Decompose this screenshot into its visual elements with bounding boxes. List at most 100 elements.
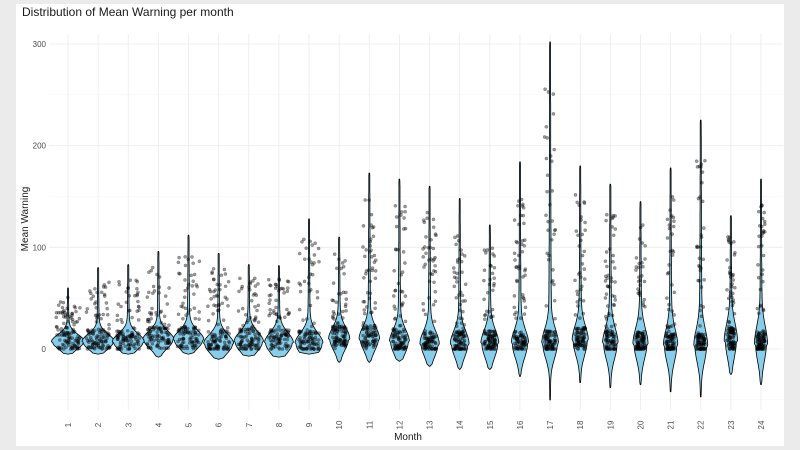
data-point <box>124 290 129 294</box>
data-point <box>310 272 315 277</box>
data-point <box>119 304 123 309</box>
data-point <box>423 312 428 317</box>
data-point <box>78 306 82 310</box>
data-point <box>607 347 612 351</box>
data-point <box>283 315 287 319</box>
x-tick-label: 4 <box>154 422 163 427</box>
data-point <box>694 159 699 163</box>
x-tick-label: 6 <box>215 422 224 427</box>
data-point <box>583 332 587 337</box>
data-point <box>272 330 276 334</box>
data-point <box>277 325 281 329</box>
data-point <box>332 252 337 256</box>
data-point <box>399 341 404 345</box>
data-point <box>91 329 95 334</box>
data-point <box>432 319 437 324</box>
data-point <box>274 336 279 340</box>
data-point <box>223 272 228 276</box>
data-point <box>239 340 244 345</box>
data-point <box>575 330 579 334</box>
data-point <box>277 346 281 350</box>
data-point <box>102 329 107 334</box>
data-point <box>269 347 273 351</box>
data-point <box>425 210 430 215</box>
data-point <box>206 345 211 349</box>
data-point <box>489 347 493 351</box>
data-point <box>92 301 97 306</box>
data-point <box>339 266 344 271</box>
data-point <box>578 331 583 335</box>
data-point <box>403 204 407 209</box>
data-point <box>431 337 436 341</box>
data-point <box>73 305 77 310</box>
data-point <box>128 278 133 282</box>
data-point <box>433 264 437 268</box>
data-point <box>88 289 92 293</box>
data-point <box>700 336 705 340</box>
data-point <box>582 267 587 271</box>
data-point <box>611 335 616 339</box>
data-point <box>493 338 498 342</box>
data-point <box>760 268 765 272</box>
data-point <box>115 318 119 323</box>
data-point <box>758 346 763 351</box>
data-point <box>730 282 734 286</box>
data-point <box>159 329 163 334</box>
data-point <box>306 339 311 344</box>
data-point <box>516 253 521 258</box>
data-point <box>610 330 614 334</box>
data-point <box>119 345 123 349</box>
data-point <box>611 253 615 258</box>
data-point <box>698 308 702 313</box>
y-tick-label: 300 <box>33 40 47 49</box>
data-point <box>398 336 402 340</box>
data-point <box>343 344 348 349</box>
data-point <box>733 285 737 290</box>
data-point <box>573 278 577 283</box>
data-point <box>636 334 641 339</box>
data-point <box>703 346 707 350</box>
data-point <box>275 319 279 324</box>
data-point <box>606 304 610 308</box>
data-point <box>193 330 198 335</box>
data-point <box>287 311 291 316</box>
data-point <box>247 340 251 344</box>
data-point <box>425 216 429 220</box>
data-point <box>670 248 675 253</box>
data-point <box>277 340 281 344</box>
data-point <box>267 313 271 318</box>
data-point <box>548 202 552 207</box>
data-point <box>553 334 557 338</box>
data-point <box>76 342 81 346</box>
data-point <box>193 336 198 341</box>
data-point <box>167 286 171 290</box>
data-point <box>421 247 425 251</box>
data-point <box>315 290 320 294</box>
data-point <box>149 268 153 273</box>
data-point <box>456 330 460 335</box>
data-point <box>725 258 729 262</box>
data-point <box>145 343 150 347</box>
data-point <box>197 340 201 345</box>
data-point <box>244 334 249 338</box>
data-point <box>605 284 610 288</box>
data-point <box>137 305 141 309</box>
data-point <box>403 329 407 333</box>
data-point <box>670 214 674 218</box>
chart-panel: 0 100 200 300 1 2 3 4 5 6 7 8 9 10 11 12 13 14 15 16 17 18 19… <box>16 4 784 446</box>
data-point <box>268 283 272 287</box>
data-point <box>392 335 396 340</box>
data-point <box>732 253 737 257</box>
data-point <box>575 289 579 294</box>
data-point <box>193 325 197 329</box>
x-tick-label: 15 <box>486 420 495 429</box>
data-point <box>132 326 137 331</box>
data-point <box>579 287 583 292</box>
x-tick-label: 3 <box>124 422 133 427</box>
data-point <box>190 284 195 288</box>
data-point <box>159 320 164 325</box>
data-point <box>612 266 617 270</box>
data-point <box>305 347 309 351</box>
data-point <box>330 335 335 340</box>
data-point <box>249 298 254 303</box>
